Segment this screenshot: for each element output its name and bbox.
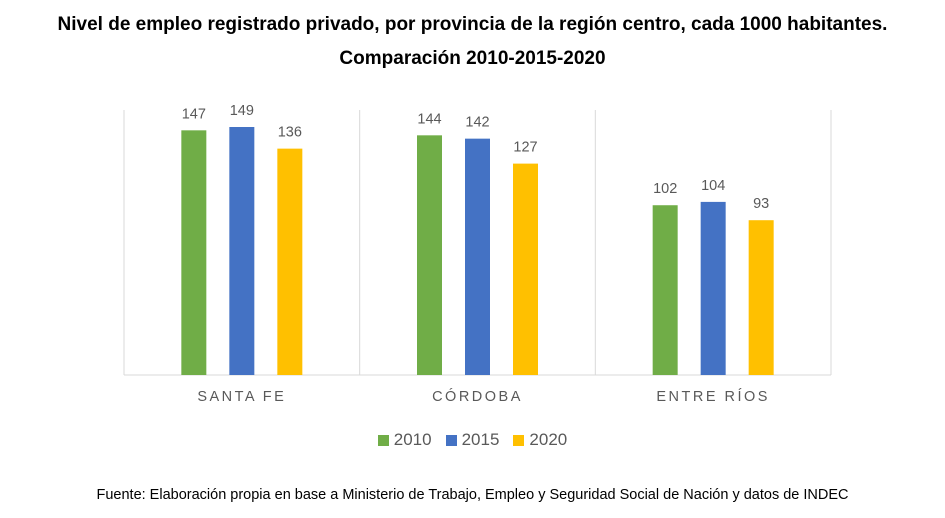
legend-swatch-2020 — [513, 434, 525, 446]
chart-subtitle: Comparación 2010-2015-2020 — [339, 48, 606, 69]
data-label: 104 — [701, 178, 725, 194]
bar-2010-1 — [417, 135, 442, 375]
category-label: ENTRE RÍOS — [656, 388, 770, 405]
bar-2020-0 — [277, 148, 303, 375]
chart-title: Nivel de empleo registrado privado, por … — [57, 14, 888, 35]
legend-item-2010: 2010 — [377, 430, 432, 450]
category-label: SANTA FE — [197, 389, 286, 405]
data-label: 147 — [182, 106, 206, 122]
bar-2020-1 — [513, 163, 538, 375]
bar-2015-2 — [700, 201, 726, 375]
legend-label-2015: 2015 — [461, 430, 500, 449]
bar-2010-0 — [181, 130, 207, 375]
legend: 2010 2015 2020 — [0, 430, 945, 450]
data-label: 127 — [513, 140, 537, 156]
data-label: 93 — [753, 196, 769, 212]
source-note: Fuente: Elaboración propia en base a Min… — [96, 487, 849, 503]
legend-item-2020: 2020 — [513, 430, 567, 450]
bar-2010-2 — [652, 205, 678, 375]
legend-label-2020: 2020 — [529, 430, 568, 449]
data-label: 142 — [465, 115, 489, 131]
legend-swatch-2010 — [377, 434, 389, 446]
legend-label-2010: 2010 — [393, 430, 432, 449]
legend-swatch-2015 — [445, 434, 457, 446]
data-label: 136 — [278, 125, 302, 141]
bar-2015-1 — [465, 138, 490, 375]
bar-2020-2 — [748, 220, 774, 375]
category-label: CÓRDOBA — [432, 388, 523, 405]
data-label: 149 — [230, 103, 254, 119]
data-label: 144 — [417, 111, 441, 127]
bar-2015-0 — [229, 127, 255, 375]
legend-item-2015: 2015 — [445, 430, 500, 450]
data-label: 102 — [653, 181, 677, 197]
